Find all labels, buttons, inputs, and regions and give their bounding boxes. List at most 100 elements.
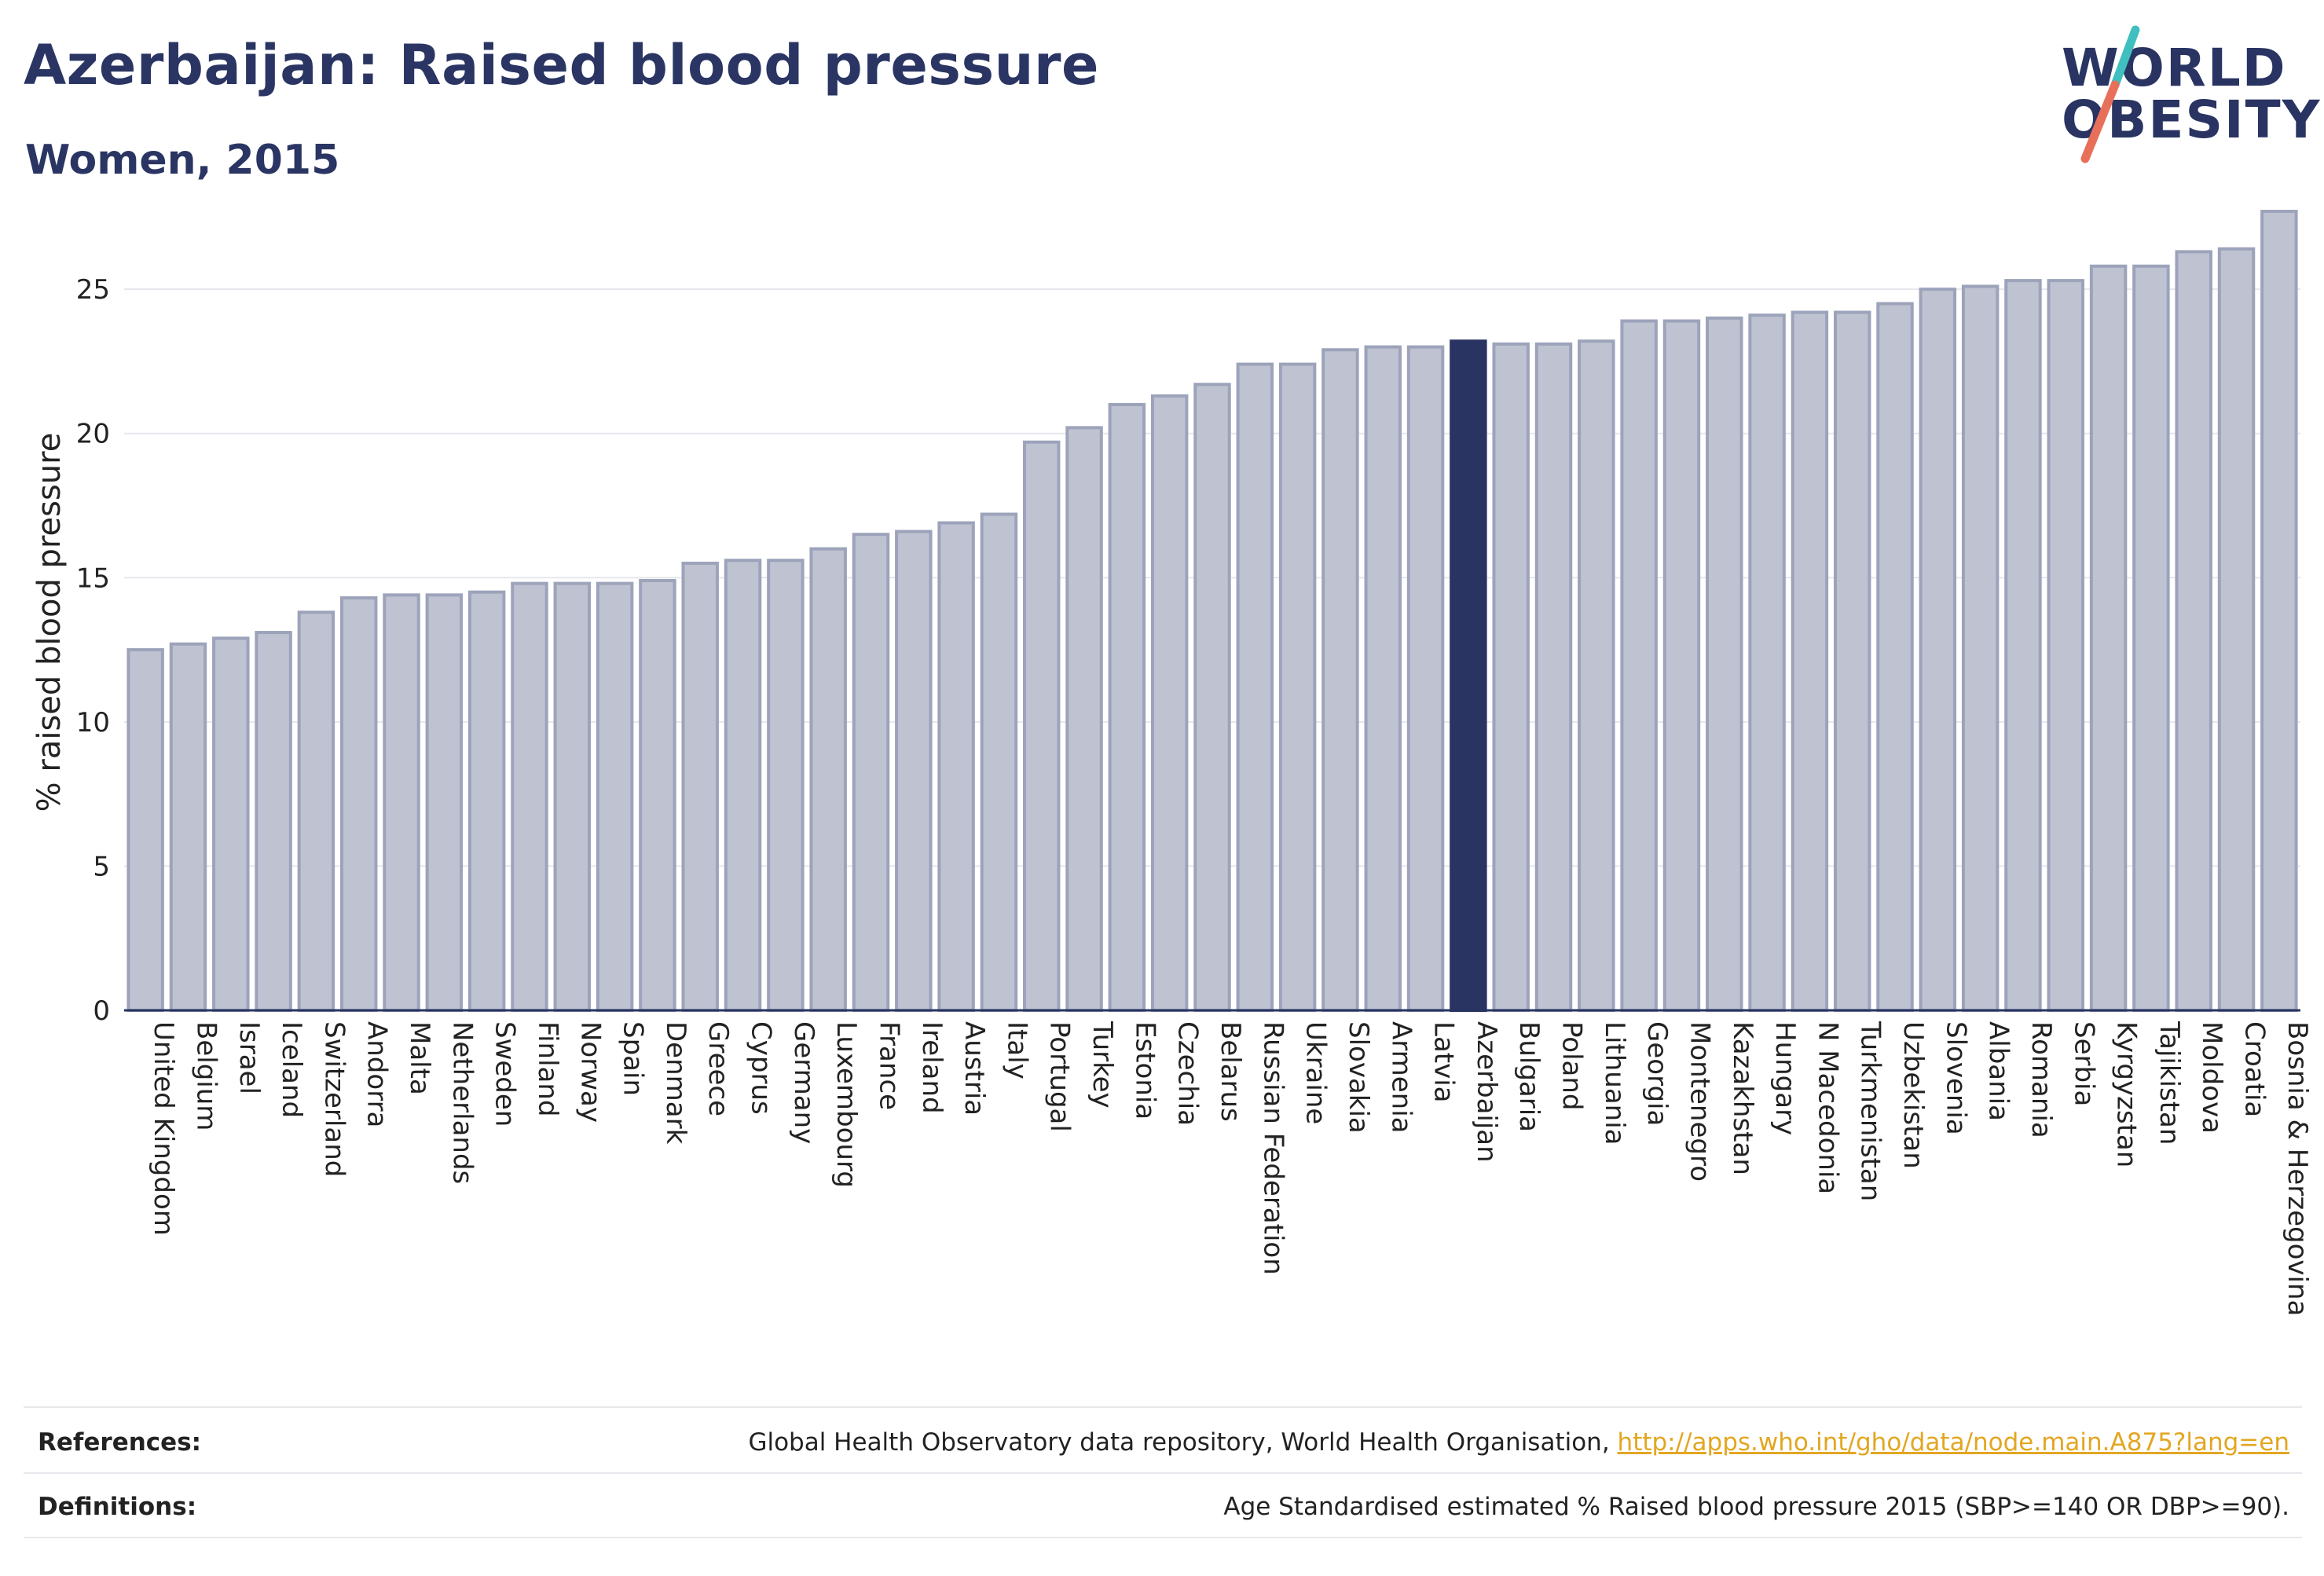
definitions-text: Age Standardised estimated % Raised bloo… bbox=[1223, 1493, 2289, 1521]
y-tick-label: 15 bbox=[76, 563, 110, 594]
bar bbox=[1961, 284, 2000, 1012]
x-tick-label: Iceland bbox=[276, 1021, 307, 1118]
bar bbox=[1833, 310, 1871, 1012]
references-label: References: bbox=[38, 1428, 202, 1457]
y-tick-label: 5 bbox=[93, 851, 110, 882]
page-title: Azerbaijan: Raised blood pressure bbox=[24, 33, 1099, 97]
bar bbox=[1876, 302, 1914, 1012]
bar bbox=[1321, 348, 1359, 1012]
x-tick-label: Moldova bbox=[2196, 1021, 2227, 1134]
bar bbox=[2175, 250, 2212, 1012]
bar bbox=[1236, 362, 1274, 1013]
x-tick-label: Ukraine bbox=[1300, 1021, 1332, 1124]
bar bbox=[297, 610, 335, 1012]
bar bbox=[553, 581, 592, 1012]
bar bbox=[1406, 345, 1445, 1013]
x-tick-label: Switzerland bbox=[318, 1021, 350, 1177]
bar bbox=[681, 561, 719, 1012]
x-tick-label: Croatia bbox=[2239, 1021, 2271, 1117]
logo-line-1: WORLD bbox=[2062, 38, 2287, 98]
x-tick-label: Serbia bbox=[2068, 1021, 2099, 1106]
x-tick-label: Estonia bbox=[1129, 1021, 1160, 1120]
logo-slash-icon bbox=[2080, 25, 2140, 163]
bar bbox=[255, 631, 292, 1012]
bar bbox=[1450, 339, 1487, 1012]
bar bbox=[937, 521, 975, 1012]
bar bbox=[1791, 310, 1829, 1012]
world-obesity-logo: WORLD OBESITY bbox=[2051, 24, 2319, 165]
x-tick-label: Poland bbox=[1556, 1021, 1588, 1111]
x-tick-label: Azerbaijan bbox=[1471, 1021, 1502, 1163]
x-tick-label: Cyprus bbox=[746, 1021, 777, 1115]
x-tick-label: Norway bbox=[574, 1021, 606, 1123]
x-tick-label: Latvia bbox=[1428, 1021, 1460, 1103]
x-tick-label: Germany bbox=[788, 1021, 819, 1144]
bar bbox=[1150, 394, 1189, 1012]
bar bbox=[767, 559, 805, 1012]
bar bbox=[1748, 313, 1786, 1012]
y-tick-label: 25 bbox=[76, 274, 110, 306]
bar bbox=[1662, 319, 1701, 1012]
x-tick-label: Turkey bbox=[1087, 1021, 1118, 1109]
bar bbox=[169, 642, 207, 1012]
x-tick-label: Montenegro bbox=[1684, 1021, 1715, 1182]
y-tick-label: 20 bbox=[76, 419, 110, 450]
bar bbox=[1578, 339, 1615, 1012]
x-tick-label: Belarus bbox=[1215, 1021, 1246, 1122]
x-tick-label: N Macedonia bbox=[1812, 1021, 1843, 1194]
bar bbox=[1193, 383, 1231, 1012]
footer-divider bbox=[24, 1472, 2302, 1474]
x-tick-label: Czechia bbox=[1172, 1021, 1204, 1126]
bar bbox=[1919, 288, 1957, 1012]
bar bbox=[1065, 426, 1103, 1012]
bar bbox=[1108, 403, 1146, 1012]
bar bbox=[639, 578, 676, 1012]
bar bbox=[1620, 319, 1658, 1012]
y-tick-label: 0 bbox=[93, 995, 110, 1027]
bar bbox=[2217, 247, 2256, 1012]
bar bbox=[383, 593, 420, 1012]
references-link[interactable]: http://apps.who.int/gho/data/node.main.A… bbox=[1617, 1428, 2289, 1457]
x-tick-label: Armenia bbox=[1385, 1021, 1417, 1134]
x-tick-label: Netherlands bbox=[446, 1021, 478, 1184]
bar bbox=[511, 581, 548, 1012]
y-tick-label: 10 bbox=[76, 707, 110, 739]
x-tick-label: Luxembourg bbox=[830, 1021, 862, 1188]
x-tick-label: Albania bbox=[1983, 1021, 2014, 1121]
x-tick-label: Hungary bbox=[1769, 1021, 1801, 1135]
bar bbox=[2260, 210, 2298, 1012]
x-tick-label: Slovenia bbox=[1940, 1021, 1971, 1135]
x-tick-label: Italy bbox=[1001, 1021, 1032, 1079]
bar bbox=[596, 581, 634, 1012]
bar bbox=[467, 590, 506, 1012]
bar bbox=[2004, 279, 2042, 1012]
references-source: Global Health Observatory data repositor… bbox=[748, 1428, 1618, 1457]
bar bbox=[724, 559, 762, 1012]
x-tick-label: Georgia bbox=[1641, 1021, 1673, 1126]
bar-chart: 0 5 10 15 20 25 United Kingdom Belgium Israel Ice… bbox=[31, 210, 2313, 1316]
x-tick-label: Tajikistan bbox=[2154, 1021, 2185, 1145]
bar bbox=[1706, 316, 1743, 1013]
x-tick-label: United Kingdom bbox=[148, 1021, 179, 1236]
footer-divider bbox=[24, 1406, 2302, 1408]
bar bbox=[2132, 264, 2170, 1012]
x-tick-label: Denmark bbox=[660, 1021, 691, 1145]
page-subtitle: Women, 2015 bbox=[25, 137, 340, 184]
x-tick-label: Finland bbox=[532, 1021, 563, 1117]
bar bbox=[126, 648, 164, 1012]
bar bbox=[980, 512, 1018, 1012]
x-tick-label: Portugal bbox=[1044, 1021, 1076, 1132]
bar bbox=[1364, 345, 1402, 1013]
x-tick-label: Andorra bbox=[361, 1021, 393, 1127]
bar bbox=[1278, 362, 1317, 1013]
x-tick-label: Uzbekistan bbox=[1897, 1021, 1929, 1169]
bar bbox=[809, 547, 847, 1012]
bar bbox=[340, 596, 378, 1012]
x-tick-label: Belgium bbox=[190, 1021, 222, 1131]
x-tick-label: Kazakhstan bbox=[1727, 1021, 1758, 1175]
x-tick-label: Lithuania bbox=[1599, 1021, 1630, 1145]
y-axis-title: % raised blood pressure bbox=[31, 433, 68, 812]
x-tick-label: Russian Federation bbox=[1257, 1021, 1288, 1275]
bar bbox=[1534, 342, 1573, 1012]
bar bbox=[1023, 440, 1061, 1012]
